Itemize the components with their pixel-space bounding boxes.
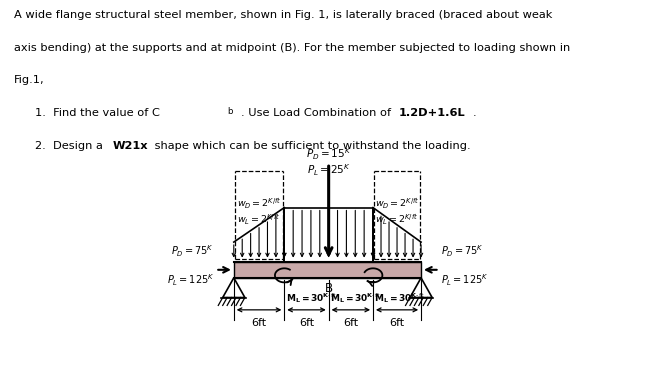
Text: $w_D = 2^{K/ft}$: $w_D = 2^{K/ft}$ <box>237 197 281 211</box>
Text: 6ft: 6ft <box>252 318 266 328</box>
Text: $P_D = 15^K$: $P_D = 15^K$ <box>306 146 352 162</box>
Text: Fig.1,: Fig.1, <box>14 75 45 85</box>
Text: 6ft: 6ft <box>343 318 359 328</box>
Text: B: B <box>324 281 333 295</box>
Text: $P_L = 125^K$: $P_L = 125^K$ <box>441 272 488 288</box>
Text: $w_D = 2^{K/ft}$: $w_D = 2^{K/ft}$ <box>375 197 419 211</box>
Text: $\mathbf{M_L = 30^{K\text{-ft}}}$: $\mathbf{M_L = 30^{K\text{-ft}}}$ <box>330 291 381 305</box>
Text: 6ft: 6ft <box>299 318 314 328</box>
Text: shape which can be sufficient to withstand the loading.: shape which can be sufficient to withsta… <box>151 141 471 151</box>
Text: axis bending) at the supports and at midpoint (B). For the member subjected to l: axis bending) at the supports and at mid… <box>14 43 570 53</box>
Text: 2.  Design a: 2. Design a <box>35 141 107 151</box>
Text: $P_D = 75^K$: $P_D = 75^K$ <box>441 243 484 259</box>
Text: W21x: W21x <box>113 141 148 151</box>
Text: $w_L = 2^{K/ft}$: $w_L = 2^{K/ft}$ <box>375 213 419 227</box>
Text: $\mathbf{M_L = 30^{K\text{-ft}}}$: $\mathbf{M_L = 30^{K\text{-ft}}}$ <box>374 291 425 305</box>
Text: $P_D = 75^K$: $P_D = 75^K$ <box>172 243 214 259</box>
Text: A wide flange structural steel member, shown in Fig. 1, is laterally braced (bra: A wide flange structural steel member, s… <box>14 10 553 20</box>
Text: $P_L = 25^K$: $P_L = 25^K$ <box>307 162 351 177</box>
Text: . Use Load Combination of: . Use Load Combination of <box>241 108 394 118</box>
Text: b: b <box>228 107 233 116</box>
Text: 1.2D+1.6L: 1.2D+1.6L <box>399 108 465 118</box>
Text: $\mathbf{M_L = 30^{K\text{-ft}}}$: $\mathbf{M_L = 30^{K\text{-ft}}}$ <box>286 291 336 305</box>
Text: $P_L = 125^K$: $P_L = 125^K$ <box>166 272 214 288</box>
Text: $w_L = 2^{K/ft}$: $w_L = 2^{K/ft}$ <box>237 213 281 227</box>
Text: .: . <box>473 108 477 118</box>
Text: 1.  Find the value of C: 1. Find the value of C <box>35 108 161 118</box>
Bar <box>233 262 421 278</box>
Text: 6ft: 6ft <box>390 318 404 328</box>
